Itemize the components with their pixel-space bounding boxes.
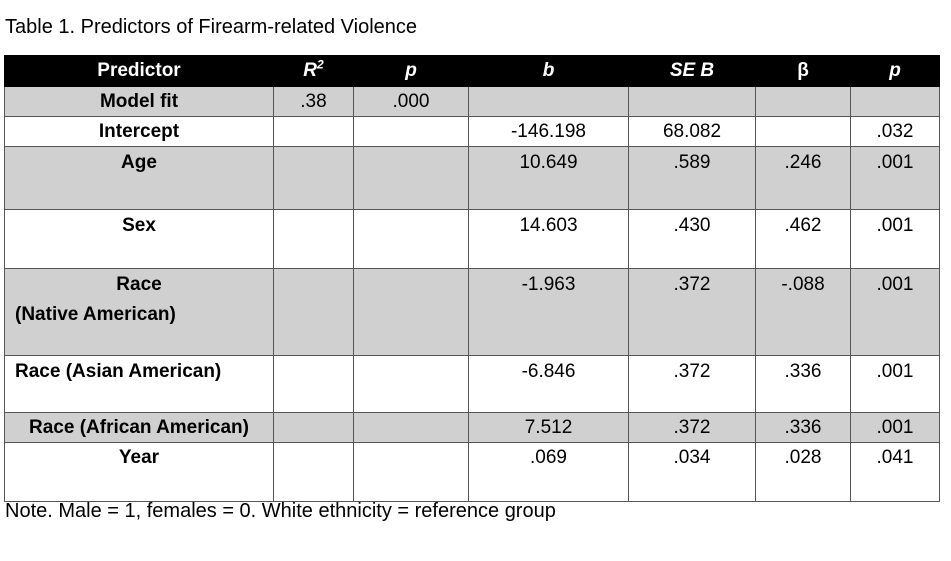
predictor-line-2: (Native American) [15,304,176,325]
beta-cell [755,86,851,117]
b-cell: 7.512 [468,412,629,443]
se-b-cell: .430 [628,209,756,269]
b-cell: 10.649 [468,146,629,210]
header-predictor: Predictor [4,55,274,87]
table-row: Race (Asian American) -6.846 .372 .336 .… [4,355,940,413]
predictor-cell: Race (Asian American) [4,355,274,413]
header-beta: β [755,55,851,87]
r2-cell [273,209,354,269]
beta-cell: .246 [755,146,851,210]
b-cell: .069 [468,442,629,502]
p-model-cell [353,268,469,356]
p-coef-cell: .001 [850,355,940,413]
se-b-cell: .372 [628,412,756,443]
table-row: Race (African American) 7.512 .372 .336 … [4,412,940,443]
p-model-cell [353,146,469,210]
p-coef-cell [850,86,940,117]
header-row: Predictor R2 p b SE B β p [4,55,940,87]
header-r-squared: R2 [273,55,354,87]
se-b-cell: 68.082 [628,116,756,147]
se-b-cell [628,86,756,117]
table-row: Race (Native American) -1.963 .372 -.088… [4,268,940,356]
predictor-cell: Model fit [4,86,274,117]
r2-cell [273,355,354,413]
p-coef-cell: .001 [850,268,940,356]
se-b-cell: .372 [628,268,756,356]
b-cell: -6.846 [468,355,629,413]
beta-cell: .336 [755,412,851,443]
p-coef-cell: .032 [850,116,940,147]
r2-cell [273,268,354,356]
predictors-table: Predictor R2 p b SE B β p Model fit .38 … [4,55,940,502]
table-row: Age 10.649 .589 .246 .001 [4,146,940,210]
beta-cell [755,116,851,147]
r2-cell [273,116,354,147]
r2-cell [273,442,354,502]
p-coef-cell: .001 [850,146,940,210]
table-row: Sex 14.603 .430 .462 .001 [4,209,940,269]
p-model-cell [353,116,469,147]
se-b-cell: .034 [628,442,756,502]
p-model-cell [353,355,469,413]
p-model-cell [353,412,469,443]
b-cell: -146.198 [468,116,629,147]
b-cell [468,86,629,117]
header-p-coef: p [850,55,940,87]
header-se-b: SE B [628,55,756,87]
b-cell: 14.603 [468,209,629,269]
table-row: Year .069 .034 .028 .041 [4,442,940,502]
table-row: Intercept -146.198 68.082 .032 [4,116,940,147]
p-model-cell: .000 [353,86,469,117]
header-p-model: p [353,55,469,87]
r2-cell [273,146,354,210]
r2-cell [273,412,354,443]
predictor-cell: Age [4,146,274,210]
table-note: Note. Male = 1, females = 0. White ethni… [5,500,556,522]
predictor-cell: Year [4,442,274,502]
header-b: b [468,55,629,87]
se-b-cell: .589 [628,146,756,210]
r2-cell: .38 [273,86,354,117]
p-coef-cell: .041 [850,442,940,502]
p-model-cell [353,442,469,502]
beta-cell: -.088 [755,268,851,356]
predictor-cell: Race (African American) [4,412,274,443]
p-coef-cell: .001 [850,209,940,269]
p-coef-cell: .001 [850,412,940,443]
p-model-cell [353,209,469,269]
predictor-cell: Intercept [4,116,274,147]
table-caption: Table 1. Predictors of Firearm-related V… [5,16,418,38]
predictor-line-1: Race [116,274,162,295]
beta-cell: .336 [755,355,851,413]
beta-cell: .028 [755,442,851,502]
predictor-cell: Race (Native American) [4,268,274,356]
se-b-cell: .372 [628,355,756,413]
b-cell: -1.963 [468,268,629,356]
beta-cell: .462 [755,209,851,269]
table-row: Model fit .38 .000 [4,86,940,117]
predictor-cell: Sex [4,209,274,269]
